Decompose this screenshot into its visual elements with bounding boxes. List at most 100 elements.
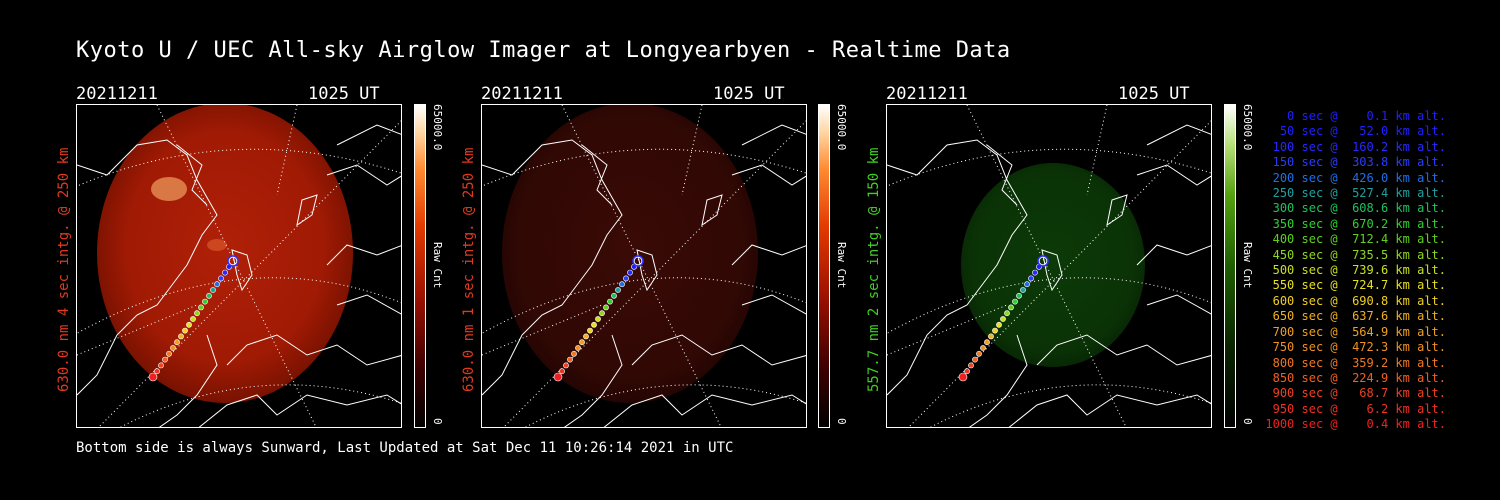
- trajectory-start-marker: [1037, 255, 1049, 267]
- legend-row: 700 sec @ 564.9 km alt.: [1265, 324, 1446, 339]
- trajectory-point: [1032, 269, 1038, 276]
- trajectory-point: [627, 269, 633, 276]
- trajectory-point: [571, 350, 577, 357]
- coastline: [563, 334, 623, 427]
- trajectory-point: [186, 321, 192, 328]
- coastline: [1106, 194, 1128, 227]
- meridian-line: [887, 304, 1008, 356]
- page-title: Kyoto U / UEC All-sky Airglow Imager at …: [76, 38, 1011, 63]
- trajectory-point: [633, 256, 643, 266]
- trajectory-point: [619, 281, 625, 288]
- trajectory-point: [972, 356, 978, 363]
- panel-3-date: 20211211: [886, 84, 968, 104]
- trajectory-point: [178, 333, 184, 340]
- trajectory-point: [170, 345, 176, 351]
- meridian-line: [966, 105, 1127, 427]
- coastline: [226, 334, 401, 366]
- legend-row: 400 sec @ 712.4 km alt.: [1265, 232, 1446, 247]
- trajectory-point: [563, 362, 569, 369]
- panel-2-date: 20211211: [481, 84, 563, 104]
- coastline: [887, 139, 1028, 396]
- legend-row: 200 sec @ 426.0 km alt.: [1265, 170, 1446, 185]
- trajectory-point: [553, 372, 563, 382]
- coastline: [326, 244, 401, 315]
- trajectory-point: [174, 339, 180, 346]
- trajectory-point: [964, 368, 970, 375]
- coastline: [701, 194, 723, 227]
- trajectory-point: [182, 327, 188, 334]
- meridian-line: [1086, 105, 1108, 196]
- legend-row: 300 sec @ 608.6 km alt.: [1265, 201, 1446, 216]
- panel-3-side-label: 557.7 nm 2 sec intg. @ 150 km: [866, 147, 882, 392]
- panel-3-colorbar-unit: Raw Cnt: [1241, 242, 1254, 289]
- coastline: [326, 124, 401, 186]
- trajectory-point: [222, 269, 228, 276]
- meridian-line: [482, 304, 603, 356]
- panel-3-colorbar: [1224, 104, 1236, 428]
- trajectory-point: [218, 275, 224, 282]
- meridian-line: [561, 105, 722, 427]
- trajectory-point: [968, 362, 974, 369]
- trajectory-point: [976, 350, 982, 357]
- panel-2-time: 1025 UT: [713, 84, 785, 104]
- panel-3-colorbar-min: 0: [1241, 418, 1254, 425]
- panel-2-colorbar-unit: Raw Cnt: [835, 242, 848, 289]
- panel-1-allsky-image: [76, 104, 402, 428]
- coastline: [1041, 249, 1063, 292]
- legend-row: 550 sec @ 724.7 km alt.: [1265, 278, 1446, 293]
- trajectory-legend: 0 sec @ 0.1 km alt. 50 sec @ 52.0 km alt…: [1262, 109, 1446, 433]
- latitude-circle: [119, 384, 401, 427]
- panel-1-colorbar: [414, 104, 426, 428]
- coastline: [1136, 244, 1211, 315]
- legend-row: 500 sec @ 739.6 km alt.: [1265, 263, 1446, 278]
- legend-row: 650 sec @ 637.6 km alt.: [1265, 309, 1446, 324]
- trajectory-point: [1008, 304, 1014, 311]
- trajectory-point: [154, 368, 160, 375]
- coastline: [296, 194, 318, 227]
- latitude-circle: [524, 384, 806, 427]
- legend-row: 950 sec @ 6.2 km alt.: [1265, 401, 1446, 416]
- allsky-map: [482, 105, 806, 427]
- panel-2-allsky-image: [481, 104, 807, 428]
- sky-image-disk: [502, 105, 758, 403]
- coastline: [176, 144, 208, 206]
- legend-row: 800 sec @ 359.2 km alt.: [1265, 355, 1446, 370]
- meridian-line: [681, 105, 703, 196]
- panel-1-colorbar-unit: Raw Cnt: [431, 242, 444, 289]
- legend-row: 350 sec @ 670.2 km alt.: [1265, 216, 1446, 231]
- trajectory-start-marker: [632, 255, 644, 267]
- panel-3-time: 1025 UT: [1118, 84, 1190, 104]
- coastline: [158, 334, 218, 427]
- allsky-map: [887, 105, 1211, 427]
- meridian-line: [908, 120, 1211, 427]
- coastline: [636, 249, 658, 292]
- trajectory-point: [1024, 281, 1030, 288]
- trajectory-point: [198, 304, 204, 311]
- meridian-line: [156, 105, 317, 427]
- legend-row: 250 sec @ 527.4 km alt.: [1265, 186, 1446, 201]
- coastline: [77, 139, 218, 396]
- trajectory-point: [992, 327, 998, 334]
- trajectory-point: [1028, 275, 1034, 282]
- coastline: [581, 144, 613, 206]
- coastline: [1136, 124, 1211, 186]
- panel-2-colorbar-max: 65000.0: [835, 104, 848, 151]
- legend-row: 100 sec @ 160.2 km alt.: [1265, 139, 1446, 154]
- trajectory-point: [595, 316, 601, 322]
- panel-2-colorbar-min: 0: [835, 418, 848, 425]
- trajectory-point: [579, 339, 585, 346]
- coastline: [631, 334, 806, 366]
- coastline: [731, 244, 806, 315]
- meridian-line: [503, 120, 806, 427]
- legend-row: 0 sec @ 0.1 km alt.: [1265, 109, 1446, 123]
- meridian-line: [98, 120, 401, 427]
- trajectory-point: [148, 372, 158, 382]
- meridian-line: [77, 304, 198, 356]
- legend-row: 50 sec @ 52.0 km alt.: [1265, 124, 1446, 139]
- panel-2-colorbar: [818, 104, 830, 428]
- aurora-patch: [151, 177, 187, 201]
- panel-1-side-label: 630.0 nm 4 sec intg. @ 250 km: [56, 147, 72, 392]
- panel-1-colorbar-min: 0: [431, 418, 444, 425]
- trajectory-point: [599, 310, 605, 317]
- meridian-line: [276, 105, 298, 196]
